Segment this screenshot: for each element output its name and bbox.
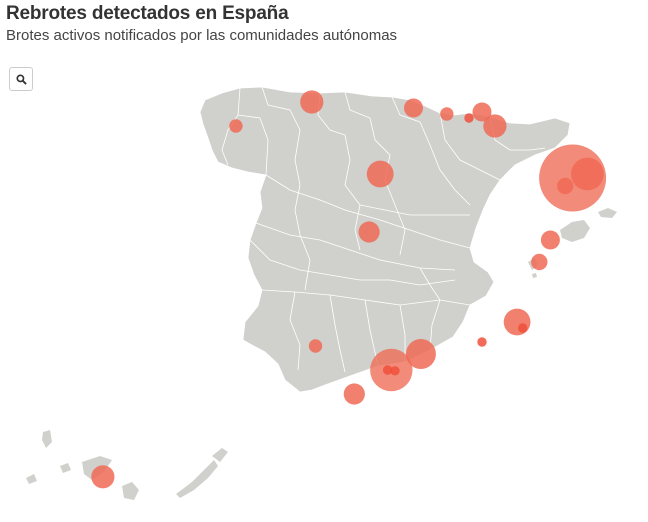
mallorca-land — [560, 220, 590, 242]
outbreak-bubble[interactable] — [503, 308, 531, 336]
outbreak-bubble[interactable] — [382, 365, 393, 375]
outbreak-bubble[interactable] — [404, 98, 423, 118]
outbreak-bubble[interactable] — [540, 230, 560, 250]
outbreak-bubbles — [91, 90, 607, 489]
page-subtitle: Brotes activos notificados por las comun… — [6, 27, 398, 44]
peninsula-land — [199, 86, 571, 393]
land-group — [26, 86, 617, 500]
outbreak-bubble[interactable] — [229, 119, 243, 133]
outbreak-bubble[interactable] — [531, 253, 548, 271]
el-hierro-land — [26, 474, 37, 484]
outbreak-bubble[interactable] — [477, 337, 487, 347]
menorca-land — [598, 208, 617, 218]
la-gomera-land — [60, 463, 71, 473]
outbreak-bubble[interactable] — [300, 90, 324, 114]
zoom-button[interactable] — [9, 67, 33, 91]
header: Rebrotes detectados en España Brotes act… — [6, 3, 397, 44]
outbreak-bubble[interactable] — [571, 157, 604, 191]
outbreak-bubble[interactable] — [91, 465, 115, 489]
outbreak-bubble[interactable] — [358, 221, 380, 243]
outbreak-bubble[interactable] — [518, 323, 528, 333]
lanzarote-land — [212, 448, 228, 462]
outbreak-bubble[interactable] — [440, 107, 454, 121]
province-borders — [221, 86, 546, 373]
outbreak-bubble[interactable] — [405, 339, 436, 369]
gran-canaria-land — [122, 482, 139, 500]
la-palma-land — [42, 430, 52, 448]
page-title: Rebrotes detectados en España — [6, 3, 289, 24]
outbreak-bubble[interactable] — [557, 177, 574, 195]
formentera-land — [532, 273, 537, 278]
outbreak-bubble[interactable] — [366, 160, 394, 188]
outbreak-bubble[interactable] — [472, 102, 492, 122]
outbreak-bubble[interactable] — [308, 339, 323, 353]
search-icon — [15, 73, 27, 85]
outbreak-bubble[interactable] — [483, 114, 507, 138]
fuerteventura-land — [176, 460, 218, 498]
outbreak-bubble[interactable] — [464, 113, 474, 123]
outbreak-bubble[interactable] — [390, 366, 400, 376]
outbreak-bubble[interactable] — [343, 383, 365, 405]
